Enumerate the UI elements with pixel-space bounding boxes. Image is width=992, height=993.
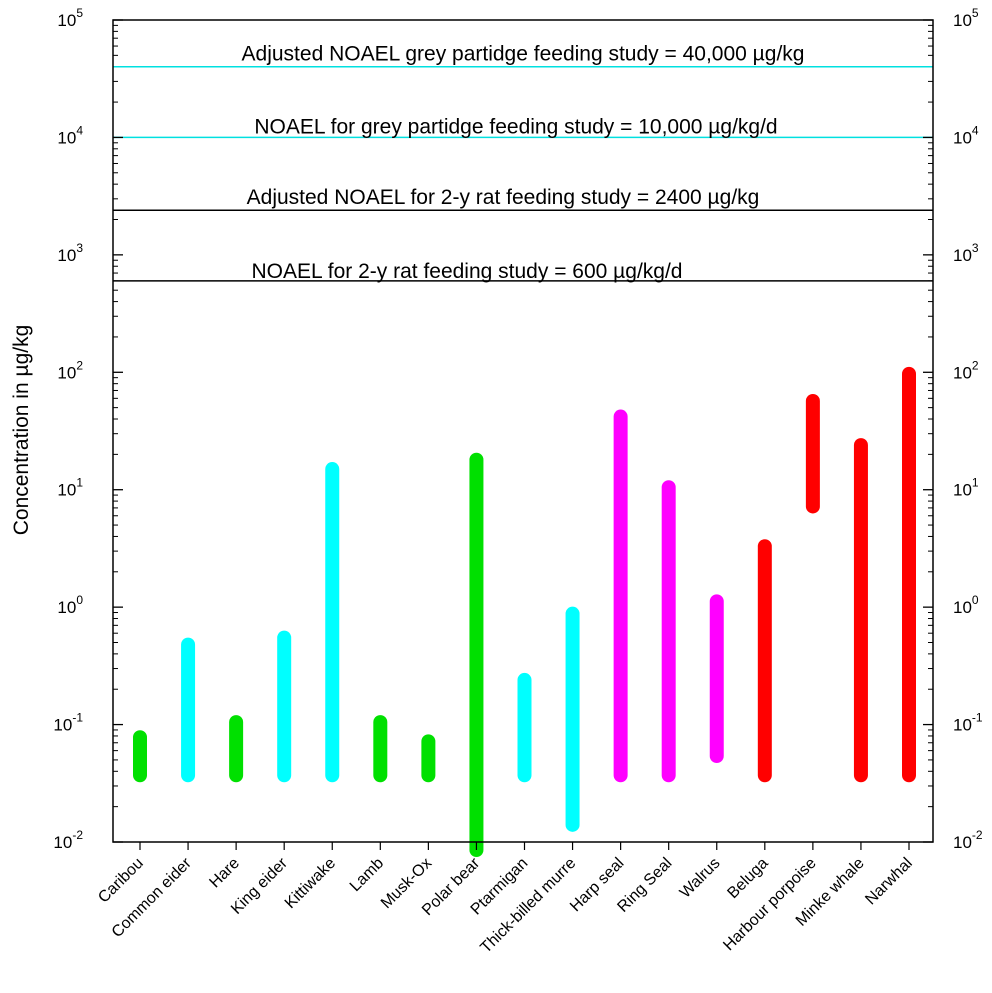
y-tick-label-left: 105 xyxy=(57,6,83,30)
y-tick-label-left: 100 xyxy=(57,593,83,617)
y-tick-label-right: 101 xyxy=(953,476,979,500)
y-tick-label-right: 105 xyxy=(953,6,979,30)
y-tick-label-left: 103 xyxy=(57,241,83,265)
minor-ticks xyxy=(113,24,933,808)
y-tick-label-right: 10-1 xyxy=(953,711,983,735)
reference-line-label: NOAEL for grey partidge feeding study = … xyxy=(254,115,777,138)
y-tick-label-right: 103 xyxy=(953,241,979,265)
y-tick-label-right: 104 xyxy=(953,123,979,147)
reference-line-label: Adjusted NOAEL for 2-y rat feeding study… xyxy=(247,186,760,209)
y-tick-label-right: 102 xyxy=(953,358,979,382)
y-tick-label-left: 10-2 xyxy=(53,828,83,852)
y-tick-label-left: 102 xyxy=(57,358,83,382)
y-tick-label-right: 100 xyxy=(953,593,979,617)
reference-labels: Adjusted NOAEL grey partidge feeding stu… xyxy=(242,43,805,283)
y-tick-label-left: 101 xyxy=(57,476,83,500)
range-bars xyxy=(133,366,916,857)
y-tick-label-right: 10-2 xyxy=(953,828,983,852)
reference-line-label: NOAEL for 2-y rat feeding study = 600 µg… xyxy=(252,260,683,283)
reference-lines xyxy=(113,65,933,282)
reference-line-label: Adjusted NOAEL grey partidge feeding stu… xyxy=(242,43,805,66)
plot-frame xyxy=(112,19,934,843)
y-tick-label-left: 10-1 xyxy=(53,711,83,735)
y-axis-ticks: 10-2 10-2 10-1 10-1 100 100 101 101 102 102 103 103… xyxy=(53,6,983,852)
y-tick-label-left: 104 xyxy=(57,123,83,147)
y-axis-title: Concentration in µg/kg xyxy=(10,325,33,536)
